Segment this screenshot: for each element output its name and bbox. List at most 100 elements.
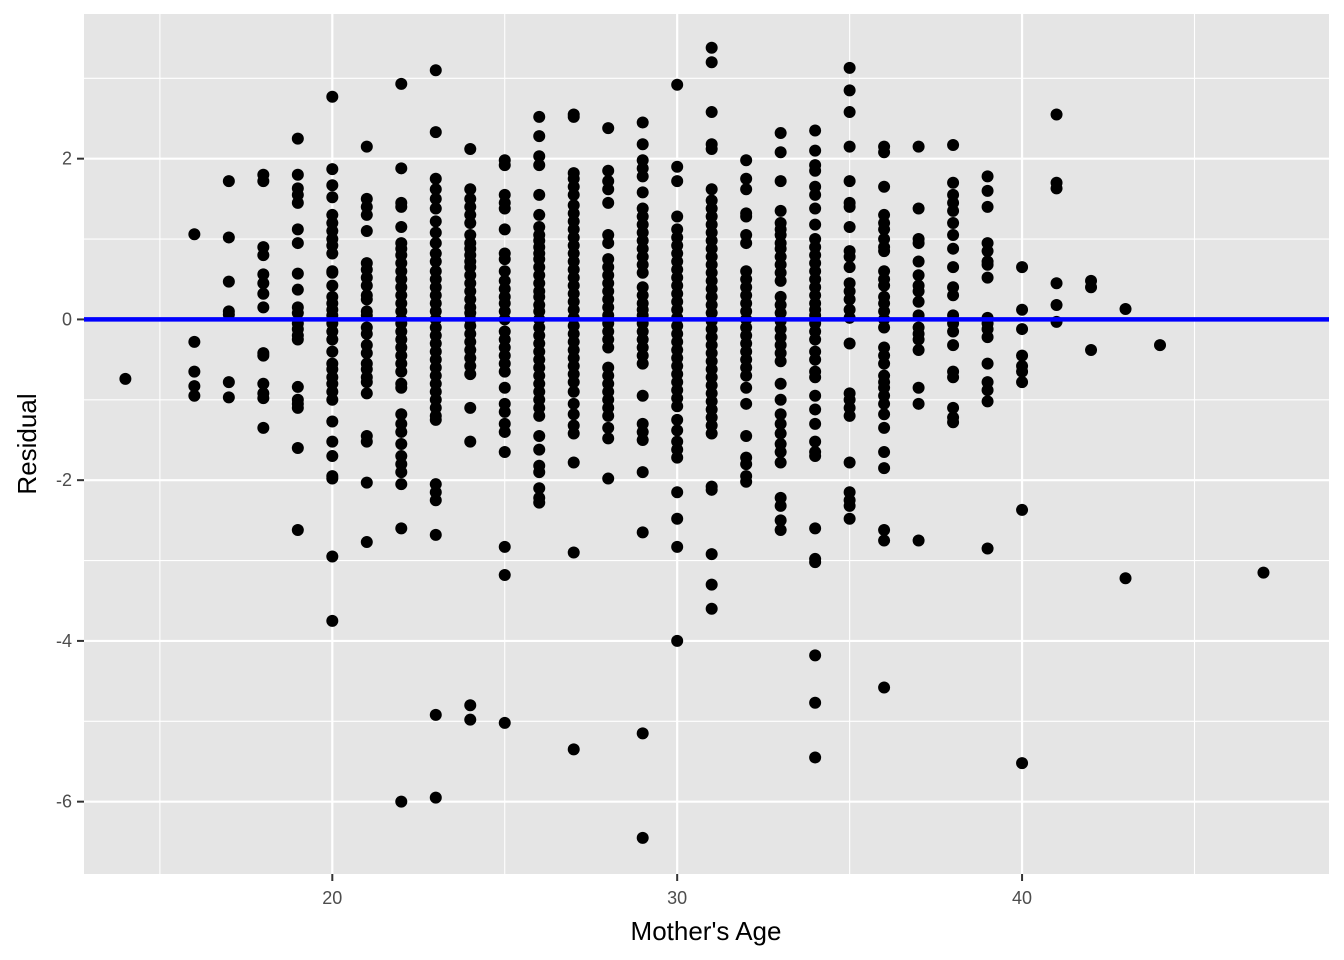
data-point: [188, 389, 201, 402]
data-point: [1119, 302, 1132, 315]
data-point: [843, 499, 856, 512]
data-point: [291, 306, 304, 319]
data-point: [602, 421, 615, 434]
data-point: [878, 524, 891, 536]
data-point: [981, 384, 994, 397]
data-point: [740, 369, 753, 382]
data-point: [222, 376, 235, 389]
data-point: [774, 427, 787, 440]
data-point: [291, 283, 304, 296]
data-point: [257, 287, 270, 300]
data-point: [947, 229, 960, 242]
data-point: [464, 143, 477, 156]
data-point: [636, 138, 649, 151]
data-point: [843, 84, 856, 97]
data-point: [809, 435, 822, 448]
data-point: [602, 183, 615, 196]
data-point: [533, 208, 546, 221]
data-point: [222, 231, 235, 244]
data-point: [705, 56, 718, 69]
data-point: [705, 548, 718, 561]
data-point: [1050, 277, 1063, 290]
data-point: [1016, 349, 1029, 362]
data-point: [809, 522, 822, 535]
data-point: [326, 266, 339, 279]
data-point: [429, 192, 442, 205]
data-point: [1257, 566, 1270, 579]
data-point: [1085, 281, 1098, 294]
data-point: [809, 556, 822, 569]
data-point: [912, 140, 925, 153]
data-point: [291, 401, 304, 414]
data-point: [567, 427, 580, 440]
data-point: [636, 266, 649, 279]
x-tick-label: 20: [322, 888, 342, 908]
data-point: [1050, 182, 1063, 195]
data-point: [429, 494, 442, 507]
data-point: [567, 408, 580, 421]
data-point: [809, 333, 822, 346]
data-point: [498, 540, 511, 553]
data-point: [774, 393, 787, 406]
data-point: [1050, 108, 1063, 121]
data-point: [360, 140, 373, 153]
data-point: [740, 210, 753, 223]
data-point: [809, 417, 822, 430]
data-point: [498, 159, 511, 172]
data-point: [878, 421, 891, 434]
data-point: [257, 349, 270, 362]
data-point: [257, 392, 270, 405]
data-point: [429, 215, 442, 228]
data-point: [878, 446, 891, 459]
data-point: [636, 186, 649, 199]
data-point: [395, 77, 408, 90]
data-point: [809, 696, 822, 709]
data-point: [636, 433, 649, 446]
data-point: [947, 289, 960, 302]
data-point: [912, 534, 925, 547]
data-point: [395, 438, 408, 450]
data-point: [360, 347, 373, 360]
data-point: [429, 528, 442, 541]
data-point: [809, 164, 822, 177]
data-point: [981, 170, 994, 183]
data-point: [464, 216, 477, 229]
data-point: [774, 446, 787, 459]
data-point: [291, 237, 304, 250]
data-point: [636, 389, 649, 402]
data-point: [533, 188, 546, 201]
data-point: [1154, 339, 1167, 352]
data-point: [1016, 323, 1029, 336]
data-point: [602, 341, 615, 354]
data-point: [326, 393, 339, 406]
data-point: [395, 466, 408, 479]
x-tick-label: 30: [667, 888, 687, 908]
data-point: [912, 255, 925, 268]
data-point: [326, 435, 339, 448]
data-point: [533, 150, 546, 163]
data-point: [740, 172, 753, 185]
data-point: [947, 242, 960, 255]
data-point: [705, 427, 718, 440]
y-tick-label: -2: [56, 470, 72, 490]
data-point: [705, 41, 718, 54]
data-point: [843, 512, 856, 525]
data-point: [291, 223, 304, 236]
data-point: [947, 139, 960, 152]
data-point: [188, 365, 201, 378]
data-point: [498, 446, 511, 459]
data-point: [1016, 503, 1029, 516]
y-tick-label: -4: [56, 631, 72, 651]
data-point: [671, 400, 684, 413]
data-point: [636, 831, 649, 844]
data-point: [326, 279, 339, 292]
data-point: [774, 524, 787, 536]
data-point: [498, 425, 511, 438]
data-point: [843, 409, 856, 422]
data-point: [291, 196, 304, 209]
data-point: [809, 188, 822, 201]
data-point: [395, 795, 408, 808]
data-point: [602, 409, 615, 422]
data-point: [843, 293, 856, 306]
